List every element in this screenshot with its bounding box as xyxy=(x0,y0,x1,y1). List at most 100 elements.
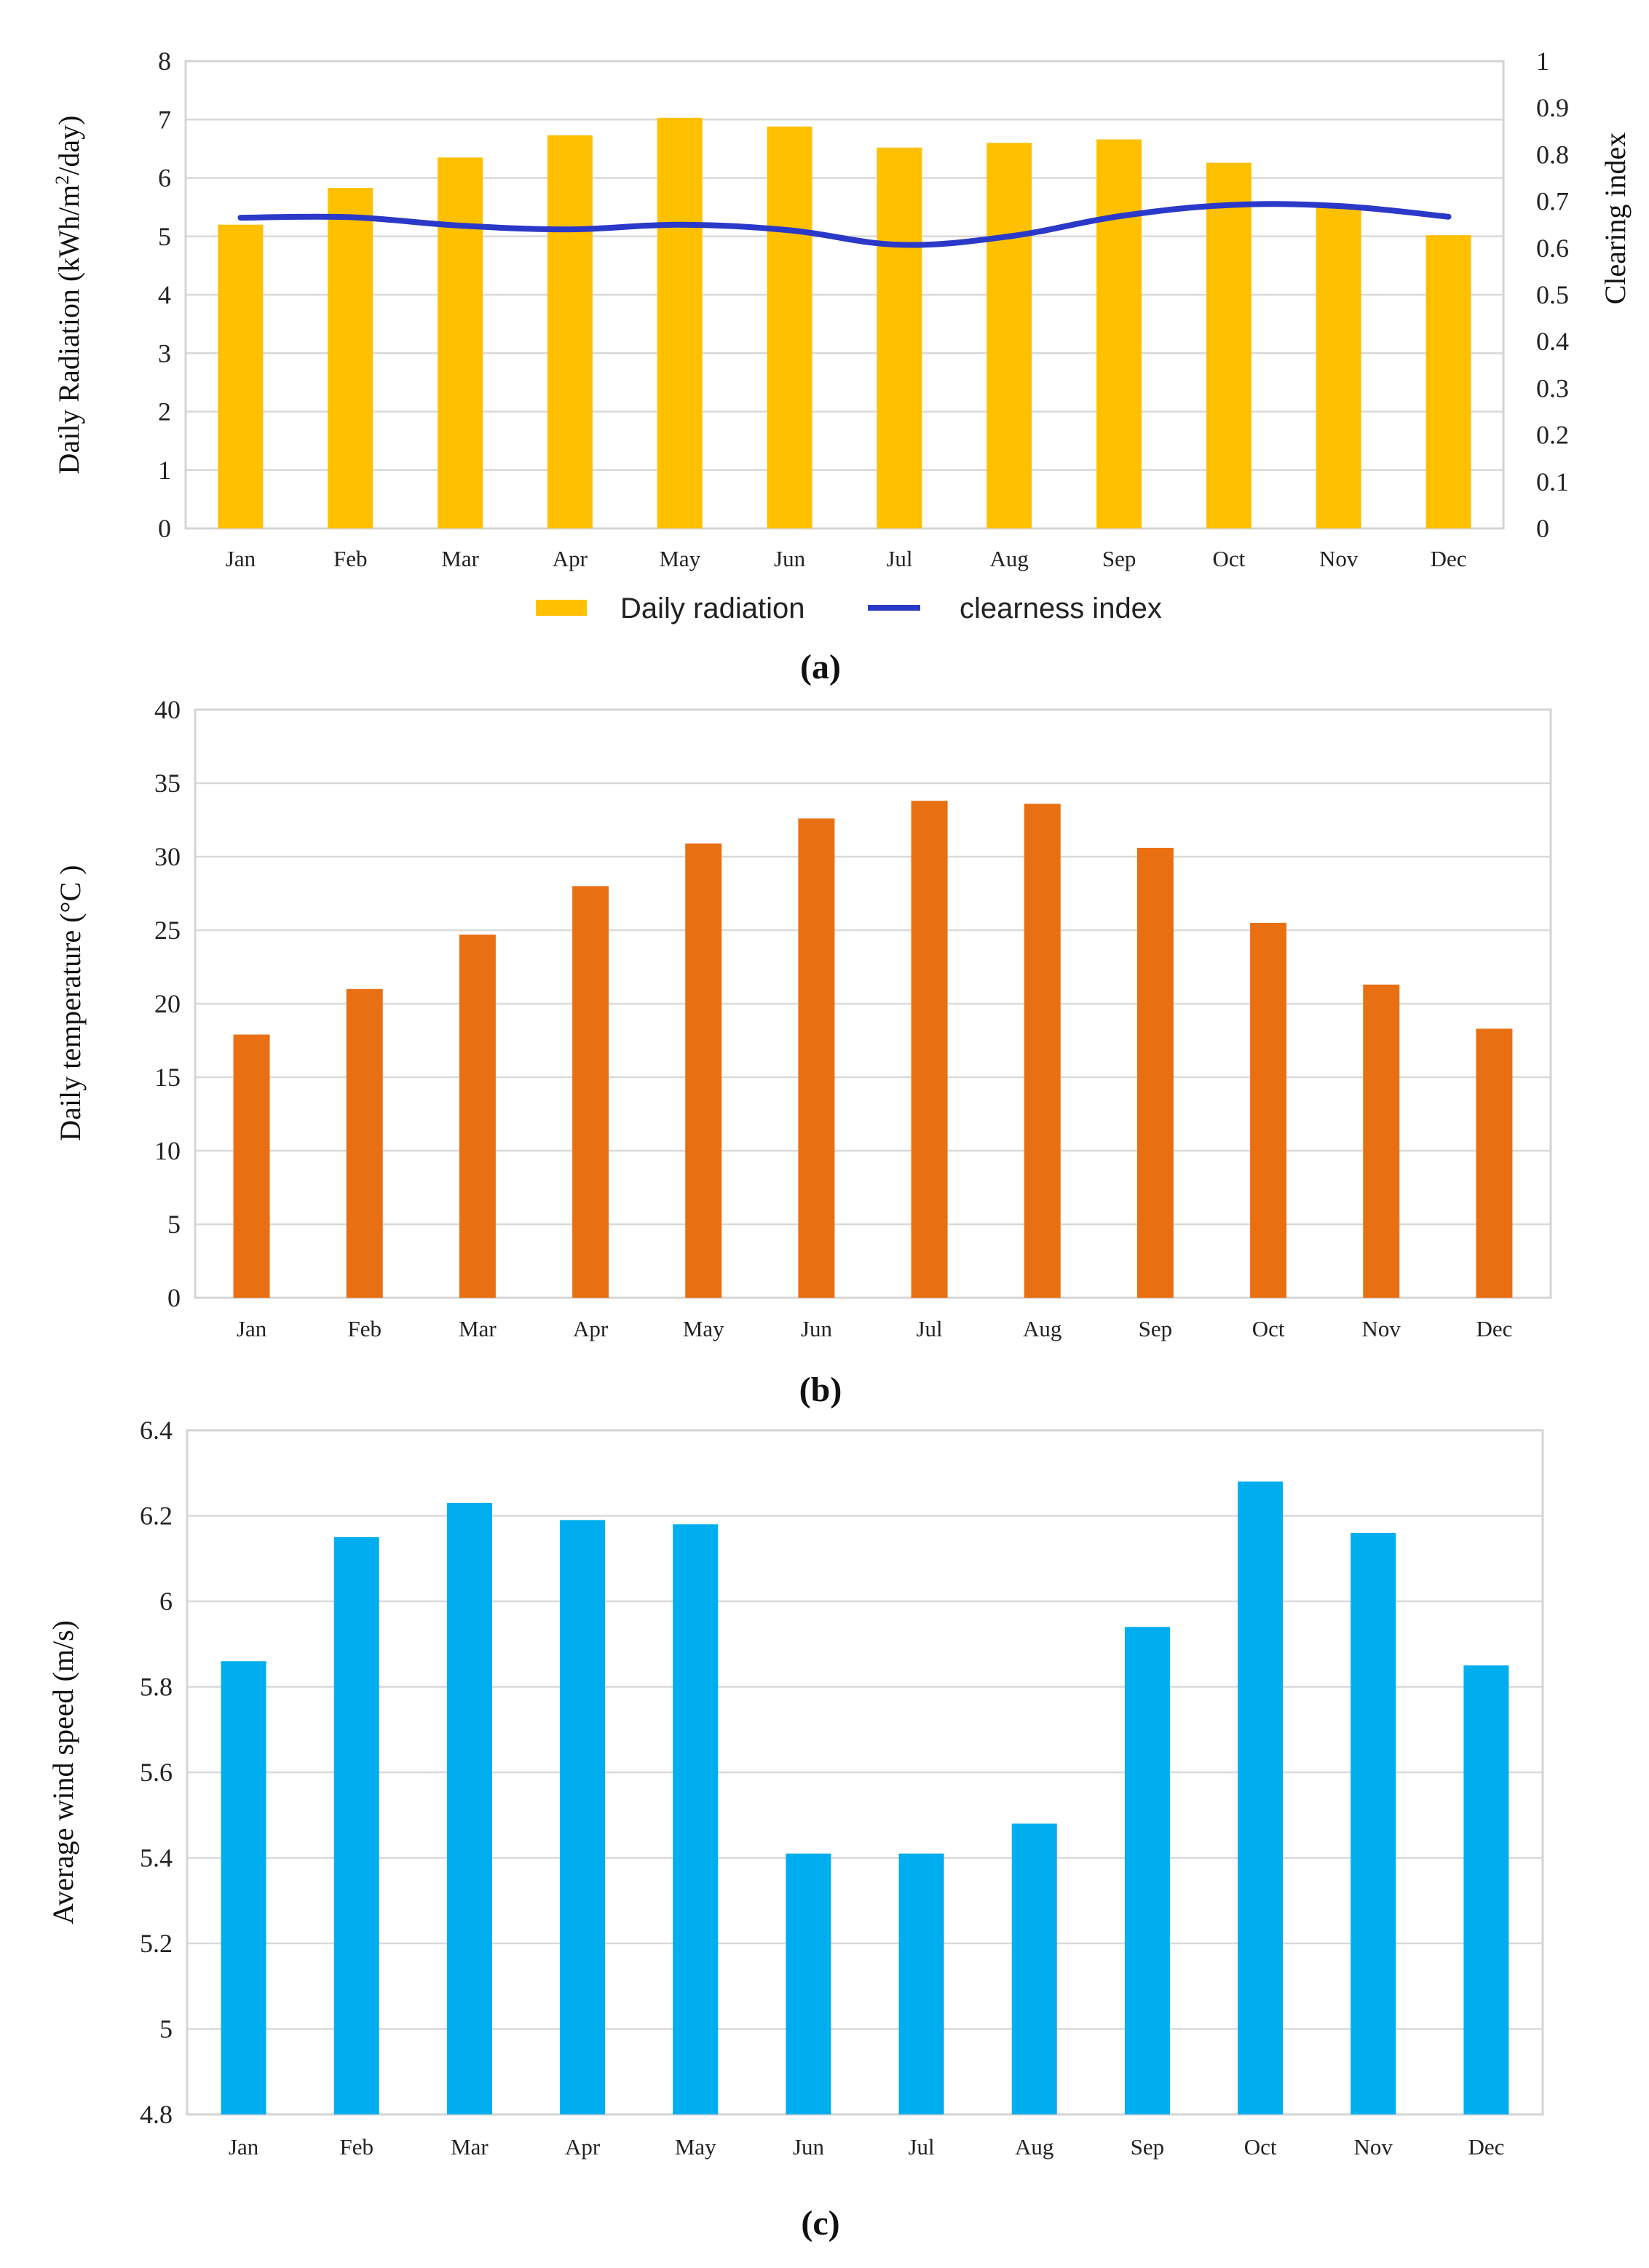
bar-mar xyxy=(438,157,483,528)
panel-a-y2-ticks: 0 0.1 0.2 0.3 0.4 0.5 0.6 0.7 0.8 0.9 1 xyxy=(1536,47,1569,543)
y-tick-label: 40 xyxy=(154,695,181,724)
bar-dec xyxy=(1463,1665,1509,2114)
y2-tick-label: 0.7 xyxy=(1536,187,1569,216)
panel-b-y-ticks: 0 5 10 15 20 25 30 35 40 xyxy=(154,695,181,1312)
y-tick-label: 5.8 xyxy=(140,1673,173,1702)
panel-b-gridlines xyxy=(195,782,1551,1226)
y-tick-label: 30 xyxy=(154,842,181,871)
panel-a-x-ticks: Jan Feb Mar Apr May Jun Jul Aug Sep Oct Nov Dec xyxy=(226,546,1467,571)
y-tick-label: 3 xyxy=(158,338,171,368)
bar-dec xyxy=(1476,1028,1513,1298)
x-tick-label-feb: Feb xyxy=(333,546,368,571)
x-tick-label-jun: Jun xyxy=(801,1316,833,1341)
bar-jul xyxy=(877,147,922,528)
bar-may xyxy=(673,1524,719,2114)
x-tick-label-jun: Jun xyxy=(793,2134,825,2160)
panel-a-y2-axis-label: Clearing index xyxy=(1599,132,1632,305)
bar-sep xyxy=(1136,847,1174,1298)
y2-tick-label: 0.8 xyxy=(1536,140,1569,169)
x-tick-label-oct: Oct xyxy=(1252,1316,1285,1341)
panel-c-caption: (c) xyxy=(801,2204,839,2243)
x-tick-label-jul: Jul xyxy=(886,546,912,571)
x-tick-label-jul: Jul xyxy=(908,2134,934,2160)
y2-tick-label: 0.5 xyxy=(1536,280,1569,309)
bar-oct xyxy=(1206,162,1251,528)
panel-a-legend: Daily radiation clearness index xyxy=(536,592,1162,625)
x-tick-label-jul: Jul xyxy=(916,1316,942,1341)
y-tick-label: 4.8 xyxy=(140,2100,173,2129)
bar-dec xyxy=(1425,235,1471,528)
x-tick-label-sep: Sep xyxy=(1131,2134,1165,2160)
bar-jul xyxy=(911,801,948,1298)
y-tick-label: 6 xyxy=(159,1587,173,1616)
y-tick-label: 5 xyxy=(159,2015,173,2044)
bar-jan xyxy=(221,1661,266,2114)
y-tick-label: 35 xyxy=(154,769,181,798)
bar-may xyxy=(657,117,703,528)
y2-tick-label: 0.2 xyxy=(1536,421,1569,450)
bar-apr xyxy=(572,886,609,1298)
y-tick-label: 7 xyxy=(158,105,171,134)
x-tick-label-feb: Feb xyxy=(340,2134,374,2160)
x-tick-label-aug: Aug xyxy=(1015,2134,1053,2160)
y2-tick-label: 0.1 xyxy=(1536,467,1569,496)
bar-jun xyxy=(767,126,812,528)
bar-aug xyxy=(1024,804,1061,1298)
x-tick-label-oct: Oct xyxy=(1244,2134,1277,2160)
y-tick-label: 4 xyxy=(158,280,171,309)
y2-tick-label: 0.3 xyxy=(1536,373,1569,403)
x-tick-label-jan: Jan xyxy=(237,1316,267,1341)
y-tick-label: 6.2 xyxy=(140,1502,173,1531)
x-tick-label-feb: Feb xyxy=(348,1316,382,1341)
y-tick-label: 5 xyxy=(167,1210,181,1239)
y2-tick-label: 0.6 xyxy=(1536,234,1569,263)
panel-a-y-axis-label: Daily Radiation (kWh/m2/day) xyxy=(52,116,85,475)
panel-c-y-ticks: 4.8 5 5.2 5.4 5.6 5.8 6 6.2 6.4 xyxy=(140,1416,173,2129)
bar-nov xyxy=(1316,207,1361,528)
bar-aug xyxy=(986,143,1032,529)
bar-aug xyxy=(1011,1823,1057,2114)
x-tick-label-jan: Jan xyxy=(229,2134,259,2160)
x-tick-label-sep: Sep xyxy=(1102,546,1136,571)
x-tick-label-dec: Dec xyxy=(1468,2134,1504,2160)
x-tick-label-aug: Aug xyxy=(990,546,1029,571)
y-tick-label: 6.4 xyxy=(140,1416,173,1445)
clearness-index-line xyxy=(237,201,1452,248)
panel-b-temperature-chart: 0 5 10 15 20 25 30 35 40 Jan Feb Mar Apr May Jun Jul Au… xyxy=(54,695,1552,1409)
bar-apr xyxy=(560,1520,606,2114)
y-tick-label: 5.2 xyxy=(140,1929,173,1958)
x-tick-label-dec: Dec xyxy=(1476,1316,1512,1341)
bar-mar xyxy=(459,935,496,1298)
bar-feb xyxy=(346,988,383,1298)
bar-nov xyxy=(1363,984,1400,1298)
panel-b-y-axis-label: Daily temperature (°C ) xyxy=(54,865,87,1141)
x-tick-label-may: May xyxy=(675,2134,716,2160)
panel-c-plot-frame xyxy=(186,1429,1544,2116)
panel-c-bars xyxy=(221,1481,1509,2114)
legend-label-daily-radiation: Daily radiation xyxy=(620,592,804,625)
y2-tick-label: 1 xyxy=(1536,47,1549,76)
y2-tick-label: 0.4 xyxy=(1536,327,1569,356)
y-tick-label: 5 xyxy=(158,222,171,251)
panel-c-gridlines xyxy=(187,1515,1543,2030)
y-tick-label: 1 xyxy=(158,456,171,485)
bar-jun xyxy=(798,818,835,1298)
y-tick-label: 8 xyxy=(158,47,171,76)
bar-may xyxy=(685,843,722,1298)
bar-nov xyxy=(1351,1533,1396,2114)
panel-a-bars xyxy=(218,117,1471,529)
y-tick-label: 6 xyxy=(158,164,171,193)
panel-b-caption: (b) xyxy=(799,1371,842,1409)
panel-c-x-ticks: Jan Feb Mar Apr May Jun Jul Aug Sep Oct Nov Dec xyxy=(229,2134,1504,2160)
x-tick-label-may: May xyxy=(683,1316,724,1341)
bar-jan xyxy=(218,224,264,528)
bar-jun xyxy=(786,1853,831,2114)
panel-a-plot-frame xyxy=(184,60,1505,530)
bar-sep xyxy=(1096,139,1142,528)
x-tick-label-oct: Oct xyxy=(1213,546,1246,571)
bar-jul xyxy=(898,1853,944,2114)
y-tick-label: 5.6 xyxy=(140,1758,173,1787)
x-tick-label-jun: Jun xyxy=(774,546,806,571)
y-tick-label: 2 xyxy=(158,397,171,427)
